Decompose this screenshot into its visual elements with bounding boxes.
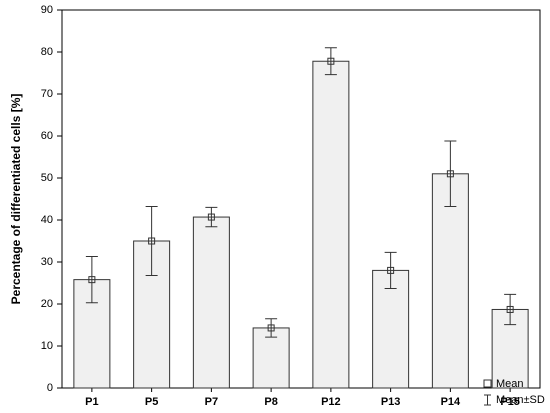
mean-marker xyxy=(387,266,395,274)
x-tick-label: P14 xyxy=(441,396,461,408)
error-bar xyxy=(85,256,98,304)
y-tick-label: 50 xyxy=(41,172,53,184)
y-tick-label: 40 xyxy=(41,214,53,226)
x-tick-label: P1 xyxy=(85,396,98,408)
error-bar xyxy=(444,140,457,208)
bar xyxy=(372,269,410,389)
mean-marker xyxy=(327,57,335,65)
y-tick-label: 80 xyxy=(41,46,53,58)
legend-mean-icon xyxy=(483,379,492,388)
y-tick-label: 10 xyxy=(41,340,53,352)
y-tick-label: 30 xyxy=(41,256,53,268)
y-tick-label: 0 xyxy=(47,382,53,394)
legend-sd: Mean±SD xyxy=(496,394,545,406)
x-tick-label: P15 xyxy=(500,396,520,408)
mean-marker xyxy=(506,305,514,313)
error-bar xyxy=(504,293,517,326)
x-tick-label: P12 xyxy=(321,396,341,408)
mean-marker xyxy=(446,170,454,178)
y-axis-label: Percentage of differentiated cells [%] xyxy=(9,94,23,305)
x-tick-label: P5 xyxy=(145,396,158,408)
plot-frame xyxy=(61,9,541,389)
x-tick-label: P13 xyxy=(381,396,401,408)
y-tick-label: 60 xyxy=(41,130,53,142)
error-bar xyxy=(324,47,337,76)
error-bar xyxy=(145,206,158,276)
error-bar xyxy=(384,251,397,289)
legend-sd-icon xyxy=(484,394,491,406)
y-tick-label: 90 xyxy=(41,4,53,16)
x-tick-label: P8 xyxy=(264,396,277,408)
y-tick-label: 20 xyxy=(41,298,53,310)
mean-marker xyxy=(207,213,215,221)
mean-marker xyxy=(148,237,156,245)
legend-mean: Mean xyxy=(496,378,524,390)
bar xyxy=(192,216,230,389)
mean-marker xyxy=(88,276,96,284)
mean-marker xyxy=(267,324,275,332)
error-bar xyxy=(265,318,278,338)
bar xyxy=(431,173,469,389)
x-tick-label: P7 xyxy=(205,396,218,408)
y-tick-label: 70 xyxy=(41,88,53,100)
error-bar xyxy=(205,206,218,228)
bar xyxy=(312,60,350,389)
